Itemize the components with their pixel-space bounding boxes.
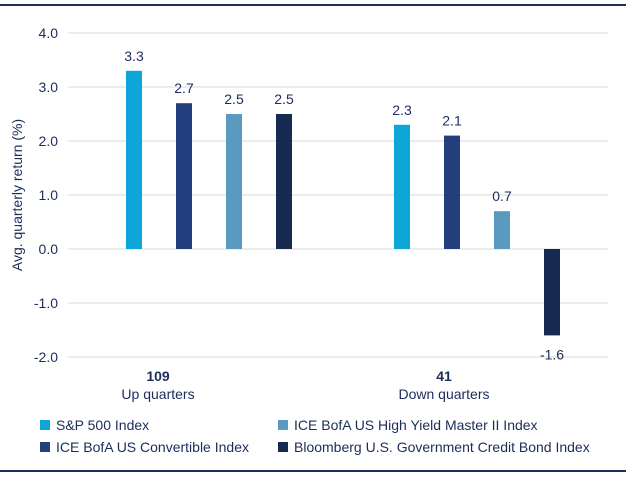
legend-swatch-high-yield bbox=[278, 420, 288, 430]
bar bbox=[226, 114, 242, 249]
data-label: 2.5 bbox=[274, 91, 294, 107]
bars bbox=[126, 70, 560, 336]
y-tick-label: -1.0 bbox=[34, 295, 58, 311]
data-label: 2.1 bbox=[442, 113, 462, 129]
data-labels: 3.3 2.3 2.7 2.1 2.5 0.7 2.5 -1.6 bbox=[124, 48, 564, 363]
y-axis: 4.0 3.0 2.0 1.0 0.0 -1.0 -2.0 Avg. quarterly re… bbox=[9, 25, 58, 365]
legend-label-convertible: ICE BofA US Convertible Index bbox=[56, 439, 249, 455]
group-count: 41 bbox=[436, 368, 452, 384]
data-label: 2.3 bbox=[392, 102, 412, 118]
group-label: Up quarters bbox=[121, 386, 194, 402]
data-label: 2.5 bbox=[224, 91, 244, 107]
top-rule bbox=[0, 4, 626, 6]
bar bbox=[444, 135, 460, 249]
y-tick-label: 1.0 bbox=[39, 187, 59, 203]
data-label: 3.3 bbox=[124, 48, 144, 64]
y-tick-label: -2.0 bbox=[34, 349, 58, 365]
legend-item-gov-credit: Bloomberg U.S. Government Credit Bond In… bbox=[278, 438, 618, 456]
legend-item-sp500: S&P 500 Index bbox=[40, 416, 278, 434]
legend-label-gov-credit: Bloomberg U.S. Government Credit Bond In… bbox=[294, 439, 590, 455]
bar bbox=[394, 124, 410, 249]
y-tick-label: 3.0 bbox=[39, 79, 59, 95]
data-label: -1.6 bbox=[540, 346, 564, 362]
bar bbox=[276, 114, 292, 249]
legend-item-high-yield: ICE BofA US High Yield Master II Index bbox=[278, 416, 618, 434]
legend-label-sp500: S&P 500 Index bbox=[56, 417, 150, 433]
legend-item-convertible: ICE BofA US Convertible Index bbox=[40, 438, 278, 456]
legend-swatch-gov-credit bbox=[278, 442, 288, 452]
bar bbox=[544, 249, 560, 336]
y-tick-label: 2.0 bbox=[39, 133, 59, 149]
legend-swatch-convertible bbox=[40, 442, 50, 452]
bar bbox=[126, 70, 142, 249]
group-count: 109 bbox=[146, 368, 170, 384]
y-tick-label: 0.0 bbox=[39, 241, 59, 257]
data-label: 2.7 bbox=[174, 80, 194, 96]
legend: S&P 500 Index ICE BofA US High Yield Mas… bbox=[40, 416, 620, 456]
bottom-rule bbox=[0, 470, 626, 472]
group-label: Down quarters bbox=[398, 386, 489, 402]
gridlines bbox=[68, 32, 608, 358]
bar bbox=[176, 103, 192, 249]
bar-chart: 4.0 3.0 2.0 1.0 0.0 -1.0 -2.0 Avg. quarterly re… bbox=[9, 25, 608, 402]
group-labels: 109 Up quarters 41 Down quarters bbox=[121, 368, 489, 402]
legend-label-high-yield: ICE BofA US High Yield Master II Index bbox=[294, 417, 538, 433]
y-axis-title: Avg. quarterly return (%) bbox=[9, 119, 25, 271]
legend-swatch-sp500 bbox=[40, 420, 50, 430]
y-tick-label: 4.0 bbox=[39, 25, 59, 41]
data-label: 0.7 bbox=[492, 188, 512, 204]
bar bbox=[494, 211, 510, 249]
